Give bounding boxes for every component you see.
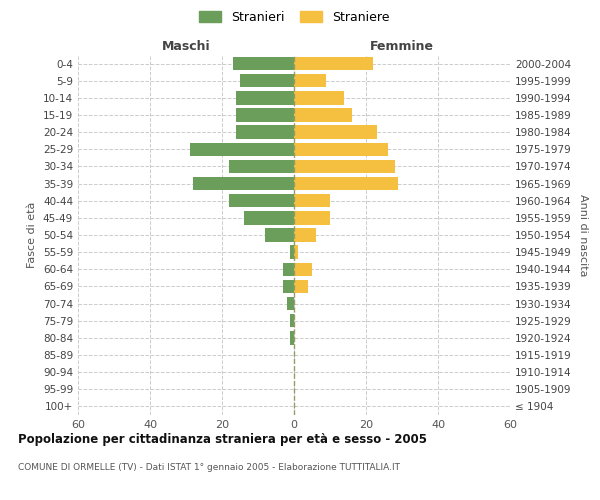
Bar bbox=[294, 142, 388, 156]
Text: Femmine: Femmine bbox=[370, 40, 434, 54]
Bar bbox=[294, 91, 344, 104]
Bar bbox=[290, 331, 294, 344]
Bar bbox=[294, 177, 398, 190]
Bar bbox=[294, 280, 308, 293]
Bar bbox=[265, 228, 294, 241]
Bar bbox=[294, 228, 316, 241]
Bar bbox=[190, 142, 294, 156]
Y-axis label: Fasce di età: Fasce di età bbox=[28, 202, 37, 268]
Bar bbox=[283, 262, 294, 276]
Bar bbox=[236, 108, 294, 122]
Bar bbox=[290, 314, 294, 328]
Bar bbox=[236, 126, 294, 139]
Bar bbox=[229, 160, 294, 173]
Text: Maschi: Maschi bbox=[161, 40, 211, 54]
Bar bbox=[294, 57, 373, 70]
Bar bbox=[290, 246, 294, 259]
Bar bbox=[229, 194, 294, 207]
Bar bbox=[294, 108, 352, 122]
Bar bbox=[294, 74, 326, 88]
Bar bbox=[294, 262, 312, 276]
Bar bbox=[294, 160, 395, 173]
Bar bbox=[294, 126, 377, 139]
Bar bbox=[287, 297, 294, 310]
Bar bbox=[193, 177, 294, 190]
Bar bbox=[294, 194, 330, 207]
Text: Popolazione per cittadinanza straniera per età e sesso - 2005: Popolazione per cittadinanza straniera p… bbox=[18, 432, 427, 446]
Y-axis label: Anni di nascita: Anni di nascita bbox=[578, 194, 588, 276]
Bar bbox=[283, 280, 294, 293]
Bar bbox=[294, 246, 298, 259]
Text: COMUNE DI ORMELLE (TV) - Dati ISTAT 1° gennaio 2005 - Elaborazione TUTTITALIA.IT: COMUNE DI ORMELLE (TV) - Dati ISTAT 1° g… bbox=[18, 462, 400, 471]
Bar bbox=[236, 91, 294, 104]
Bar bbox=[294, 211, 330, 224]
Legend: Stranieri, Straniere: Stranieri, Straniere bbox=[199, 11, 389, 24]
Bar bbox=[233, 57, 294, 70]
Bar bbox=[244, 211, 294, 224]
Bar bbox=[240, 74, 294, 88]
